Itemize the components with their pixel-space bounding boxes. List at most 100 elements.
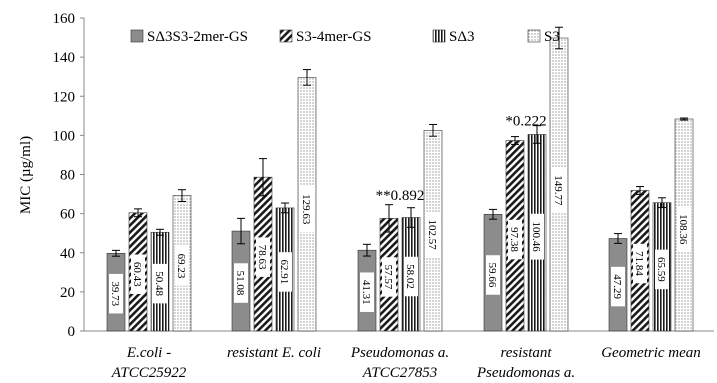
legend-swatch (527, 29, 541, 43)
value-label-text: 78.63 (256, 245, 268, 270)
value-label: 149.77 (552, 167, 566, 214)
y-tick-label: 20 (60, 285, 75, 301)
value-label-text: 50.48 (153, 271, 165, 296)
value-label-box (131, 254, 145, 295)
value-label: 69.23 (175, 246, 189, 286)
y-tick-label: 100 (53, 128, 76, 144)
value-label-box (175, 246, 189, 286)
value-label: 97.38 (508, 219, 522, 260)
y-axis-label: MIC (µg/ml) (18, 136, 34, 214)
value-label-box (300, 186, 314, 233)
value-label: 59.66 (486, 255, 500, 295)
y-tick-label: 160 (53, 11, 76, 27)
value-label-text: 47.29 (611, 274, 623, 299)
x-tick-label-line: Pseudomonas a. (350, 345, 449, 361)
value-label-box (234, 263, 248, 303)
value-label-box (360, 272, 374, 312)
annotation: **0.892 (376, 188, 425, 204)
annotations: **0.892 *0.222 (376, 114, 547, 204)
bars (106, 37, 694, 332)
value-label-box (530, 213, 544, 260)
value-label: 51.08 (234, 263, 248, 303)
x-tick-label: Pseudomonas a. ATCC27853 (350, 345, 449, 381)
value-label-text: 59.66 (486, 263, 498, 288)
value-label: 47.29 (611, 266, 625, 307)
value-label-text: 69.23 (175, 254, 187, 279)
value-label-box (404, 256, 418, 297)
y-tick-label: 40 (60, 246, 75, 262)
value-label-box (382, 257, 396, 297)
x-tick-label-line: ATCC25922 (111, 365, 187, 381)
legend-swatch (432, 29, 446, 43)
value-label-box (278, 252, 292, 292)
value-label: 57.57 (382, 257, 396, 297)
legend-label: S3 (544, 29, 560, 45)
legend-label: SΔ3S3-2mer-GS (147, 29, 248, 45)
value-label-box (486, 255, 500, 295)
x-tick-label-line: Geometric mean (601, 345, 701, 361)
value-label-box (611, 266, 625, 307)
value-label-text: 58.02 (404, 264, 416, 289)
value-label-text: 62.91 (278, 260, 290, 285)
y-tick-labels: 0 20 40 60 80 100 120 140 160 (53, 11, 84, 340)
x-tick-label-line: resistant E. coli (227, 345, 321, 361)
x-tick-label: resistant Pseudomonas a. (476, 345, 575, 381)
x-tick-label: Geometric mean (601, 345, 701, 361)
x-tick-labels: E.coli - ATCC25922 resistant E. coli Pseudo… (111, 345, 701, 381)
y-tick-label: 60 (60, 207, 75, 223)
value-label: 50.48 (153, 263, 167, 304)
value-label-text: 108.36 (677, 214, 689, 245)
legend-label: SΔ3 (449, 29, 475, 45)
legend-swatch (130, 29, 144, 43)
value-label-box (508, 219, 522, 260)
value-label-box (552, 167, 566, 214)
x-tick-label: E.coli - ATCC25922 (111, 345, 187, 381)
x-tick-label-line: Pseudomonas a. (476, 365, 575, 381)
value-label: 100.46 (530, 213, 544, 260)
value-label: 58.02 (404, 256, 418, 297)
value-label: 71.84 (633, 243, 647, 284)
value-label-text: 65.59 (655, 257, 667, 282)
value-label-text: 60.43 (131, 262, 143, 287)
x-tick-label-line: E.coli - (126, 345, 171, 361)
value-label-text: 129.63 (300, 194, 312, 225)
value-label-box (153, 263, 167, 304)
y-tick-label: 80 (60, 168, 75, 184)
x-tick-label-line: ATCC27853 (362, 365, 437, 381)
value-label-box (677, 206, 691, 253)
value-label-text: 51.08 (234, 271, 246, 296)
value-label-box (655, 249, 669, 290)
y-tick-label: 140 (53, 50, 76, 66)
value-label: 62.91 (278, 252, 292, 292)
value-label-box (426, 211, 440, 258)
y-tick-label: 0 (68, 324, 76, 340)
value-label: 108.36 (677, 206, 691, 253)
value-label-text: 100.46 (530, 222, 542, 253)
value-label: 129.63 (300, 186, 314, 233)
value-label-text: 149.77 (552, 175, 564, 206)
value-label-text: 39.73 (109, 281, 121, 306)
value-label: 65.59 (655, 249, 669, 290)
value-labels: 39.73 51.08 41.31 59.66 47.29 60.43 78.63 57.57… (109, 167, 691, 314)
value-label: 60.43 (131, 254, 145, 295)
value-label-text: 97.38 (508, 227, 520, 252)
legend: SΔ3S3-2mer-GS S3-4mer-GS SΔ3 S3 (130, 29, 560, 45)
value-label-box (109, 273, 123, 314)
x-tick-label-line: resistant (500, 345, 552, 361)
legend-swatch (279, 29, 293, 43)
value-label-box (256, 237, 270, 277)
value-label-text: 41.31 (360, 280, 372, 305)
value-label: 39.73 (109, 273, 123, 314)
value-label: 102.57 (426, 211, 440, 258)
legend-label: S3-4mer-GS (296, 29, 372, 45)
x-tick-label: resistant E. coli (227, 345, 321, 361)
value-label-text: 102.57 (426, 220, 438, 251)
value-label-text: 71.84 (633, 251, 645, 276)
value-label-box (633, 243, 647, 284)
annotation: *0.222 (505, 114, 546, 130)
error-bars (112, 26, 688, 257)
y-tick-label: 120 (53, 89, 76, 105)
value-label: 78.63 (256, 237, 270, 277)
value-label-text: 57.57 (382, 265, 394, 290)
